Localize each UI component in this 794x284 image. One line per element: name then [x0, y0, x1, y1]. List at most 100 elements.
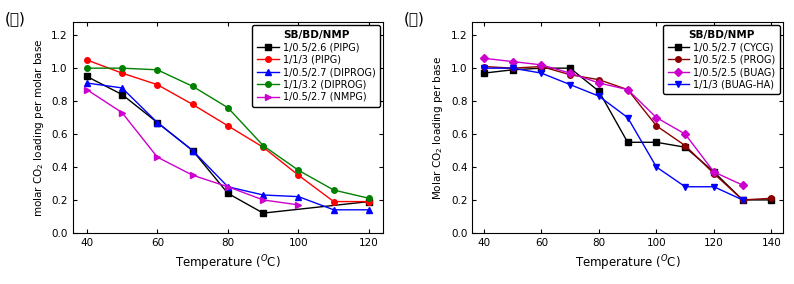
1/0.5/2.5 (PROG)	[680, 144, 690, 147]
1/1/3 (PIPG)	[258, 145, 268, 149]
1/1/3 (PIPG)	[223, 124, 233, 128]
1/1/3 (PIPG)	[152, 83, 162, 86]
1/1/3.2 (DIPROG)	[82, 66, 91, 70]
1/0.5/2.5 (BUAG)	[508, 60, 518, 63]
1/0.5/2.7 (CYCG)	[622, 141, 632, 144]
1/0.5/2.7 (DIPROG)	[329, 208, 338, 212]
1/0.5/2.5 (BUAG)	[738, 183, 747, 187]
1/0.5/2.7 (NMPG)	[188, 174, 198, 177]
1/1/3 (PIPG)	[82, 58, 91, 62]
1/0.5/2.7 (DIPROG)	[258, 193, 268, 197]
1/0.5/2.5 (BUAG)	[537, 63, 546, 66]
1/0.5/2.5 (PROG)	[767, 197, 777, 200]
1/1/3.2 (DIPROG)	[294, 169, 303, 172]
1/0.5/2.7 (CYCG)	[767, 198, 777, 202]
1/0.5/2.7 (DIPROG)	[188, 149, 198, 152]
1/0.5/2.7 (CYCG)	[680, 145, 690, 149]
1/1/3.2 (DIPROG)	[329, 188, 338, 192]
1/0.5/2.5 (BUAG)	[652, 116, 661, 119]
Y-axis label: Molar CO$_2$ loading per base: Molar CO$_2$ loading per base	[431, 55, 445, 200]
1/1/3.2 (DIPROG)	[223, 106, 233, 109]
1/1/3 (BUAG-HA)	[709, 185, 719, 189]
1/0.5/2.7 (CYCG)	[738, 198, 747, 202]
Line: 1/1/3 (BUAG-HA): 1/1/3 (BUAG-HA)	[481, 65, 746, 203]
Line: 1/0.5/2.5 (BUAG): 1/0.5/2.5 (BUAG)	[481, 55, 746, 188]
1/0.5/2.5 (BUAG)	[565, 71, 575, 75]
1/1/3.2 (DIPROG)	[188, 85, 198, 88]
1/0.5/2.5 (BUAG)	[680, 132, 690, 136]
1/0.5/2.6 (PIPG)	[223, 192, 233, 195]
1/0.5/2.7 (CYCG)	[594, 89, 603, 93]
Legend: 1/0.5/2.6 (PIPG), 1/1/3 (PIPG), 1/0.5/2.7 (DIPROG), 1/1/3.2 (DIPROG), 1/0.5/2.7 : 1/0.5/2.6 (PIPG), 1/1/3 (PIPG), 1/0.5/2.…	[252, 25, 380, 107]
1/0.5/2.6 (PIPG)	[188, 149, 198, 152]
Line: 1/1/3 (PIPG): 1/1/3 (PIPG)	[84, 57, 372, 204]
1/1/3.2 (DIPROG)	[258, 144, 268, 147]
1/0.5/2.5 (PROG)	[652, 124, 661, 128]
1/0.5/2.7 (CYCG)	[709, 170, 719, 174]
1/1/3.2 (DIPROG)	[118, 66, 127, 70]
1/0.5/2.5 (PROG)	[508, 66, 518, 70]
1/1/3 (PIPG)	[329, 200, 338, 203]
1/0.5/2.7 (NMPG)	[82, 88, 91, 91]
X-axis label: Temperature ($^O$C): Temperature ($^O$C)	[175, 253, 281, 273]
1/1/3 (BUAG-HA)	[479, 66, 488, 70]
1/1/3 (BUAG-HA)	[508, 66, 518, 70]
Legend: 1/0.5/2.7 (CYCG), 1/0.5/2.5 (PROG), 1/0.5/2.5 (BUAG), 1/1/3 (BUAG-HA): 1/0.5/2.7 (CYCG), 1/0.5/2.5 (PROG), 1/0.…	[663, 25, 780, 94]
1/0.5/2.6 (PIPG)	[118, 93, 127, 96]
1/1/3 (PIPG)	[118, 71, 127, 75]
1/0.5/2.7 (CYCG)	[537, 66, 546, 70]
1/0.5/2.7 (NMPG)	[152, 155, 162, 159]
1/0.5/2.5 (PROG)	[594, 78, 603, 82]
1/0.5/2.6 (PIPG)	[258, 211, 268, 215]
1/0.5/2.5 (PROG)	[479, 65, 488, 68]
1/0.5/2.6 (PIPG)	[364, 200, 374, 203]
1/1/3 (BUAG-HA)	[537, 71, 546, 75]
1/0.5/2.5 (PROG)	[738, 198, 747, 202]
Line: 1/0.5/2.7 (DIPROG): 1/0.5/2.7 (DIPROG)	[84, 80, 372, 213]
1/0.5/2.6 (PIPG)	[82, 75, 91, 78]
1/0.5/2.7 (NMPG)	[294, 203, 303, 206]
Text: (가): (가)	[4, 12, 25, 26]
1/1/3 (PIPG)	[294, 174, 303, 177]
1/0.5/2.7 (DIPROG)	[82, 81, 91, 85]
1/1/3 (BUAG-HA)	[738, 198, 747, 202]
1/0.5/2.5 (BUAG)	[479, 57, 488, 60]
1/0.5/2.7 (CYCG)	[479, 71, 488, 75]
1/1/3 (PIPG)	[364, 200, 374, 203]
1/0.5/2.5 (PROG)	[565, 73, 575, 76]
1/1/3 (BUAG-HA)	[652, 165, 661, 169]
Y-axis label: molar CO$_2$ loading per molar base: molar CO$_2$ loading per molar base	[32, 38, 45, 217]
1/1/3 (BUAG-HA)	[680, 185, 690, 189]
1/0.5/2.5 (PROG)	[622, 88, 632, 91]
1/0.5/2.7 (DIPROG)	[152, 121, 162, 124]
Line: 1/1/3.2 (DIPROG): 1/1/3.2 (DIPROG)	[84, 65, 372, 201]
Line: 1/0.5/2.5 (PROG): 1/0.5/2.5 (PROG)	[481, 64, 774, 203]
1/0.5/2.7 (CYCG)	[565, 66, 575, 70]
1/0.5/2.7 (CYCG)	[652, 141, 661, 144]
1/0.5/2.5 (BUAG)	[709, 170, 719, 174]
1/1/3 (BUAG-HA)	[594, 95, 603, 98]
1/1/3.2 (DIPROG)	[364, 197, 374, 200]
1/0.5/2.6 (PIPG)	[152, 121, 162, 124]
Text: (나): (나)	[404, 12, 425, 26]
1/1/3.2 (DIPROG)	[152, 68, 162, 72]
X-axis label: Temperature ($^O$C): Temperature ($^O$C)	[575, 253, 680, 273]
1/0.5/2.7 (NMPG)	[118, 111, 127, 114]
1/0.5/2.5 (BUAG)	[622, 88, 632, 91]
Line: 1/0.5/2.6 (PIPG): 1/0.5/2.6 (PIPG)	[84, 74, 372, 216]
1/0.5/2.5 (BUAG)	[594, 81, 603, 85]
1/1/3 (BUAG-HA)	[565, 83, 575, 86]
1/0.5/2.7 (DIPROG)	[118, 86, 127, 90]
1/0.5/2.7 (DIPROG)	[223, 185, 233, 189]
1/0.5/2.5 (PROG)	[709, 172, 719, 175]
1/0.5/2.7 (NMPG)	[258, 198, 268, 202]
1/1/3 (BUAG-HA)	[622, 116, 632, 119]
1/0.5/2.7 (NMPG)	[223, 185, 233, 189]
Line: 1/0.5/2.7 (CYCG): 1/0.5/2.7 (CYCG)	[481, 65, 774, 203]
Line: 1/0.5/2.7 (NMPG): 1/0.5/2.7 (NMPG)	[84, 87, 301, 208]
1/0.5/2.7 (DIPROG)	[364, 208, 374, 212]
1/0.5/2.7 (DIPROG)	[294, 195, 303, 198]
1/1/3 (PIPG)	[188, 103, 198, 106]
1/0.5/2.7 (CYCG)	[508, 68, 518, 72]
1/0.5/2.5 (PROG)	[537, 65, 546, 68]
